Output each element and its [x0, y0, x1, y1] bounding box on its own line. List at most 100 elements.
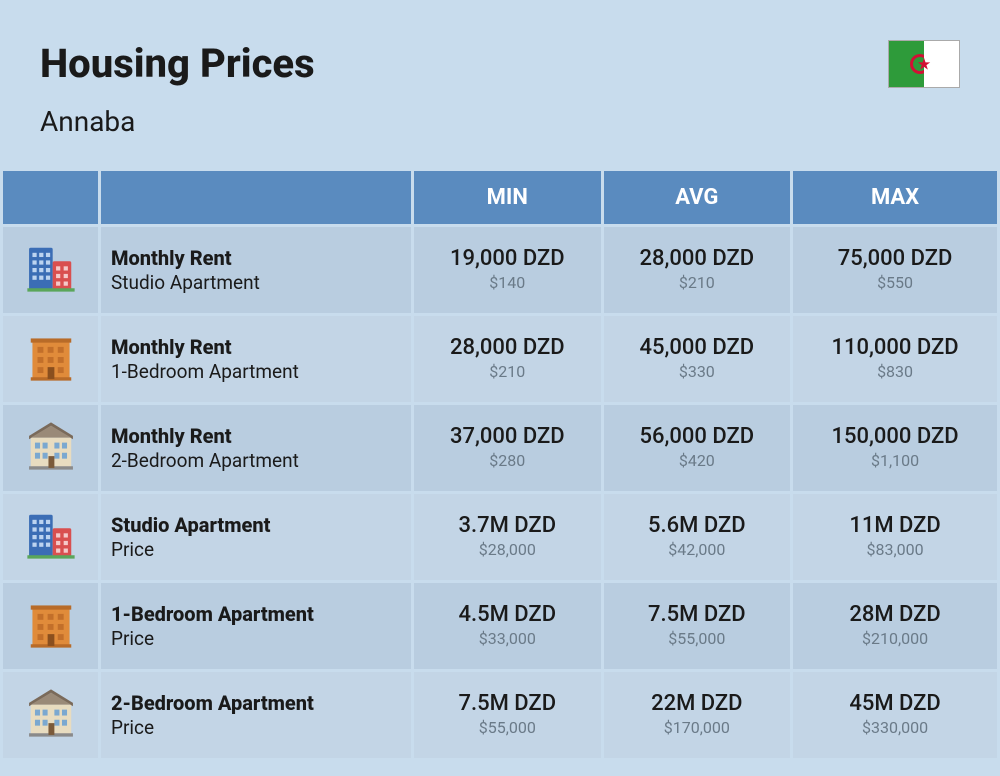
- min-main: 7.5M DZD: [424, 691, 591, 717]
- col-max: MAX: [793, 171, 997, 224]
- max-sub: $830: [803, 362, 987, 383]
- max-sub: $550: [803, 273, 987, 294]
- row-title: 1-Bedroom Apartment: [111, 602, 401, 627]
- max-sub: $1,100: [803, 451, 987, 472]
- min-sub: $33,000: [424, 629, 591, 650]
- row-title: Monthly Rent: [111, 424, 401, 449]
- row-label-cell: Monthly Rent 1-Bedroom Apartment: [101, 316, 411, 402]
- building-orange-icon: [24, 330, 78, 384]
- avg-cell: 22M DZD $170,000: [604, 672, 791, 758]
- avg-main: 7.5M DZD: [614, 602, 781, 628]
- avg-sub: $170,000: [614, 718, 781, 739]
- min-sub: $28,000: [424, 540, 591, 561]
- row-icon-cell: [3, 405, 98, 491]
- max-cell: 150,000 DZD $1,100: [793, 405, 997, 491]
- row-icon-cell: [3, 227, 98, 313]
- table-row: Monthly Rent Studio Apartment 19,000 DZD…: [3, 227, 997, 313]
- header: Housing Prices Annaba ★: [0, 0, 1000, 168]
- min-main: 19,000 DZD: [424, 246, 591, 272]
- row-icon-cell: [3, 672, 98, 758]
- building-blue-red-icon: [24, 241, 78, 295]
- max-main: 45M DZD: [803, 691, 987, 717]
- row-icon-cell: [3, 583, 98, 669]
- table-row: 2-Bedroom Apartment Price 7.5M DZD $55,0…: [3, 672, 997, 758]
- avg-main: 56,000 DZD: [614, 424, 781, 450]
- max-main: 28M DZD: [803, 602, 987, 628]
- avg-cell: 7.5M DZD $55,000: [604, 583, 791, 669]
- row-icon-cell: [3, 316, 98, 402]
- col-min: MIN: [414, 171, 601, 224]
- pricing-table: MIN AVG MAX Monthly Rent Studio Apartmen…: [0, 168, 1000, 761]
- row-title: Monthly Rent: [111, 335, 401, 360]
- max-sub: $210,000: [803, 629, 987, 650]
- col-label: [101, 171, 411, 224]
- max-cell: 110,000 DZD $830: [793, 316, 997, 402]
- min-main: 3.7M DZD: [424, 513, 591, 539]
- max-cell: 11M DZD $83,000: [793, 494, 997, 580]
- row-label-cell: Monthly Rent 2-Bedroom Apartment: [101, 405, 411, 491]
- row-title: 2-Bedroom Apartment: [111, 691, 401, 716]
- table-header-row: MIN AVG MAX: [3, 171, 997, 224]
- avg-sub: $330: [614, 362, 781, 383]
- row-title: Studio Apartment: [111, 513, 401, 538]
- col-avg: AVG: [604, 171, 791, 224]
- row-icon-cell: [3, 494, 98, 580]
- building-house-icon: [24, 686, 78, 740]
- building-house-icon: [24, 419, 78, 473]
- min-cell: 28,000 DZD $210: [414, 316, 601, 402]
- row-subtitle: 1-Bedroom Apartment: [111, 360, 401, 384]
- min-sub: $210: [424, 362, 591, 383]
- max-sub: $330,000: [803, 718, 987, 739]
- avg-sub: $210: [614, 273, 781, 294]
- table-row: 1-Bedroom Apartment Price 4.5M DZD $33,0…: [3, 583, 997, 669]
- building-blue-red-icon: [24, 508, 78, 562]
- avg-sub: $55,000: [614, 629, 781, 650]
- avg-cell: 28,000 DZD $210: [604, 227, 791, 313]
- avg-main: 5.6M DZD: [614, 513, 781, 539]
- row-label-cell: Monthly Rent Studio Apartment: [101, 227, 411, 313]
- avg-sub: $420: [614, 451, 781, 472]
- table-row: Studio Apartment Price 3.7M DZD $28,000 …: [3, 494, 997, 580]
- building-orange-icon: [24, 597, 78, 651]
- max-cell: 28M DZD $210,000: [793, 583, 997, 669]
- avg-main: 45,000 DZD: [614, 335, 781, 361]
- max-main: 110,000 DZD: [803, 335, 987, 361]
- algeria-flag-icon: ★: [888, 40, 960, 88]
- city-name: Annaba: [40, 105, 315, 138]
- min-cell: 37,000 DZD $280: [414, 405, 601, 491]
- row-label-cell: 1-Bedroom Apartment Price: [101, 583, 411, 669]
- row-subtitle: Studio Apartment: [111, 271, 401, 295]
- min-main: 37,000 DZD: [424, 424, 591, 450]
- avg-sub: $42,000: [614, 540, 781, 561]
- avg-main: 22M DZD: [614, 691, 781, 717]
- min-cell: 19,000 DZD $140: [414, 227, 601, 313]
- row-label-cell: 2-Bedroom Apartment Price: [101, 672, 411, 758]
- max-cell: 45M DZD $330,000: [793, 672, 997, 758]
- row-subtitle: Price: [111, 538, 401, 562]
- col-icon: [3, 171, 98, 224]
- avg-main: 28,000 DZD: [614, 246, 781, 272]
- min-cell: 7.5M DZD $55,000: [414, 672, 601, 758]
- max-main: 11M DZD: [803, 513, 987, 539]
- avg-cell: 45,000 DZD $330: [604, 316, 791, 402]
- table-row: Monthly Rent 2-Bedroom Apartment 37,000 …: [3, 405, 997, 491]
- avg-cell: 56,000 DZD $420: [604, 405, 791, 491]
- row-subtitle: 2-Bedroom Apartment: [111, 449, 401, 473]
- row-title: Monthly Rent: [111, 246, 401, 271]
- title-block: Housing Prices Annaba: [40, 40, 315, 138]
- max-main: 150,000 DZD: [803, 424, 987, 450]
- max-cell: 75,000 DZD $550: [793, 227, 997, 313]
- table-row: Monthly Rent 1-Bedroom Apartment 28,000 …: [3, 316, 997, 402]
- row-label-cell: Studio Apartment Price: [101, 494, 411, 580]
- row-subtitle: Price: [111, 627, 401, 651]
- min-sub: $55,000: [424, 718, 591, 739]
- page-title: Housing Prices: [40, 40, 315, 87]
- min-cell: 4.5M DZD $33,000: [414, 583, 601, 669]
- min-main: 28,000 DZD: [424, 335, 591, 361]
- avg-cell: 5.6M DZD $42,000: [604, 494, 791, 580]
- max-sub: $83,000: [803, 540, 987, 561]
- max-main: 75,000 DZD: [803, 246, 987, 272]
- min-main: 4.5M DZD: [424, 602, 591, 628]
- min-cell: 3.7M DZD $28,000: [414, 494, 601, 580]
- row-subtitle: Price: [111, 716, 401, 740]
